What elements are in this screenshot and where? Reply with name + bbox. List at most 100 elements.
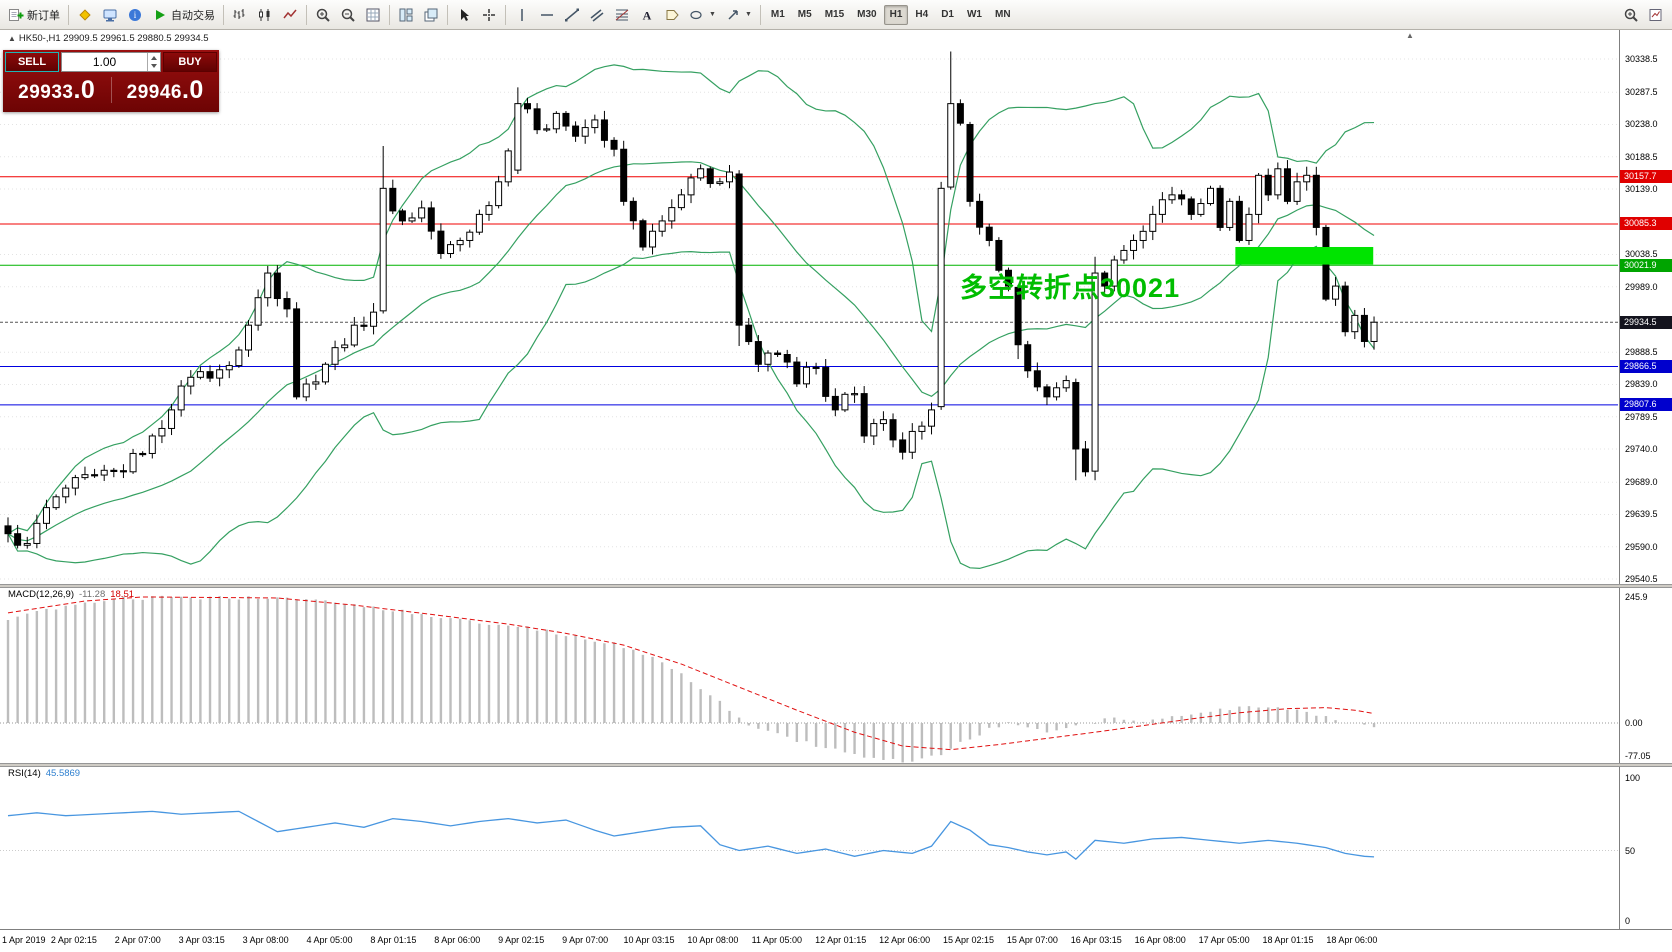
candlestick-chart-button[interactable] — [253, 3, 277, 27]
time-axis-label: 3 Apr 03:15 — [178, 935, 225, 945]
arrows-button[interactable]: ▼ — [721, 3, 756, 27]
volume-field[interactable]: 1.00 — [61, 52, 161, 72]
timeframe-d1[interactable]: D1 — [935, 5, 960, 25]
timeframe-m1[interactable]: M1 — [765, 5, 791, 25]
time-axis-label: 4 Apr 05:00 — [306, 935, 353, 945]
time-axis-label: 1 Apr 2019 — [2, 935, 46, 945]
cascade-windows-button[interactable] — [419, 3, 443, 27]
price-divider — [110, 77, 112, 103]
candlestick-chart-icon — [259, 8, 270, 21]
channel-button[interactable] — [585, 3, 609, 27]
crosshair-icon — [483, 8, 495, 21]
panel-splitter[interactable] — [0, 763, 1672, 767]
horizontal-line-button[interactable] — [535, 3, 559, 27]
time-axis-label: 10 Apr 03:15 — [623, 935, 675, 945]
autotrade-button[interactable]: 自动交易 — [148, 3, 219, 27]
timeframe-m15[interactable]: M15 — [819, 5, 850, 25]
time-axis[interactable]: 1 Apr 2019 2 Apr 02:15 2 Apr 07:00 3 Apr 03… — [0, 929, 1672, 952]
price-tick-label: 29989.0 — [1625, 281, 1658, 292]
volume-spinner[interactable] — [147, 53, 160, 71]
spinner-up-icon[interactable] — [148, 53, 160, 62]
timeframe-m30[interactable]: M30 — [851, 5, 882, 25]
price-tick-label: 30287.5 — [1625, 87, 1658, 98]
sell-button[interactable]: SELL — [5, 52, 59, 72]
navigator-button[interactable] — [73, 3, 97, 27]
time-axis-label: 17 Apr 05:00 — [1198, 935, 1250, 945]
one-click-trading-panel: SELL 1.00 BUY 29933.0 29946.0 — [3, 50, 219, 112]
buy-price-main: 29946 — [126, 81, 182, 103]
crosshair-button[interactable] — [477, 3, 501, 27]
panel-collapse-icon[interactable]: ▲ — [8, 34, 16, 43]
zoom-out-button[interactable] — [336, 3, 360, 27]
timeframe-h1[interactable]: H1 — [883, 4, 909, 25]
timeframe-h4[interactable]: H4 — [909, 5, 934, 25]
trendline-icon — [565, 8, 579, 21]
price-tick-label: 29839.0 — [1625, 379, 1658, 390]
label-tool-icon — [666, 9, 679, 20]
rsi-value: 45.5869 — [45, 768, 81, 779]
terminal-button[interactable] — [98, 3, 122, 27]
bar-chart-button[interactable] — [228, 3, 252, 27]
time-axis-label: 12 Apr 06:00 — [879, 935, 931, 945]
text-tool-button[interactable]: A — [635, 3, 659, 27]
spinner-down-icon[interactable] — [148, 62, 160, 71]
shapes-icon — [690, 10, 702, 19]
line-chart-button[interactable] — [278, 3, 302, 27]
vertical-line-button[interactable] — [510, 3, 534, 27]
tile-windows-button[interactable] — [394, 3, 418, 27]
rsi-name: RSI(14) — [8, 768, 41, 779]
time-axis-label: 18 Apr 01:15 — [1262, 935, 1314, 945]
navigator-icon — [79, 8, 91, 21]
zoom-in-button[interactable] — [311, 3, 335, 27]
cursor-icon — [461, 8, 469, 21]
price-level-badge[interactable]: 29866.5 — [1620, 360, 1672, 374]
sell-price[interactable]: 29933.0 — [3, 76, 111, 105]
buy-price-frac: .0 — [181, 75, 204, 104]
time-axis-label: 10 Apr 08:00 — [687, 935, 739, 945]
buy-button[interactable]: BUY — [163, 52, 217, 72]
time-axis-label: 8 Apr 06:00 — [434, 935, 481, 945]
new-order-button[interactable]: 新订单 — [4, 3, 64, 27]
timeframe-w1[interactable]: W1 — [961, 5, 988, 25]
zoom-out-icon — [341, 8, 355, 22]
grid-button[interactable] — [361, 3, 385, 27]
text-tool-icon: A — [643, 8, 652, 22]
chevron-down-icon: ▼ — [709, 11, 716, 18]
grid-icon — [366, 8, 380, 21]
panel-splitter[interactable] — [0, 584, 1672, 588]
price-level-badge[interactable]: 30157.7 — [1620, 170, 1672, 184]
price-tick-label: 30188.5 — [1625, 151, 1658, 162]
price-tick-label: 30238.0 — [1625, 119, 1658, 130]
data-window-button[interactable]: i — [123, 3, 147, 27]
buy-price[interactable]: 29946.0 — [112, 76, 220, 105]
price-level-badge[interactable]: 29934.5 — [1620, 315, 1672, 329]
price-level-badge[interactable]: 30021.9 — [1620, 258, 1672, 272]
symbol-period-label: HK50-,H1 — [18, 33, 61, 44]
fibonacci-button[interactable] — [610, 3, 634, 27]
price-level-badge[interactable]: 30085.3 — [1620, 217, 1672, 231]
new-chart-window-button[interactable] — [1644, 3, 1668, 27]
time-axis-label: 15 Apr 07:00 — [1006, 935, 1058, 945]
label-tool-button[interactable] — [660, 3, 684, 27]
trendline-button[interactable] — [560, 3, 584, 27]
magnifier-button[interactable] — [1619, 3, 1643, 27]
timeframe-mn[interactable]: MN — [989, 5, 1017, 25]
macd-label: MACD(12,26,9) -11.28 18.51 — [8, 589, 134, 600]
trade-panel-top-row: SELL 1.00 BUY — [3, 50, 219, 72]
toolbar-separator — [223, 4, 224, 25]
new-order-icon — [9, 8, 24, 21]
price-level-badge[interactable]: 29807.6 — [1620, 398, 1672, 412]
cursor-button[interactable] — [452, 3, 476, 27]
toolbar-separator — [447, 4, 448, 25]
timeframe-m5[interactable]: M5 — [792, 5, 818, 25]
price-tick-label: 29590.0 — [1625, 541, 1658, 552]
time-axis-label: 9 Apr 02:15 — [498, 935, 545, 945]
line-chart-icon — [283, 9, 297, 18]
horizontal-line-icon — [541, 13, 553, 16]
price-tick-label: 29740.0 — [1625, 443, 1658, 454]
price-scale[interactable]: 30338.5 30287.5 30238.0 30188.5 30139.0 30038… — [1619, 30, 1672, 951]
shapes-button[interactable]: ▼ — [685, 3, 720, 27]
chart-shift-marker[interactable]: ▲ — [1406, 31, 1414, 40]
price-tick-label: 29639.5 — [1625, 509, 1658, 520]
